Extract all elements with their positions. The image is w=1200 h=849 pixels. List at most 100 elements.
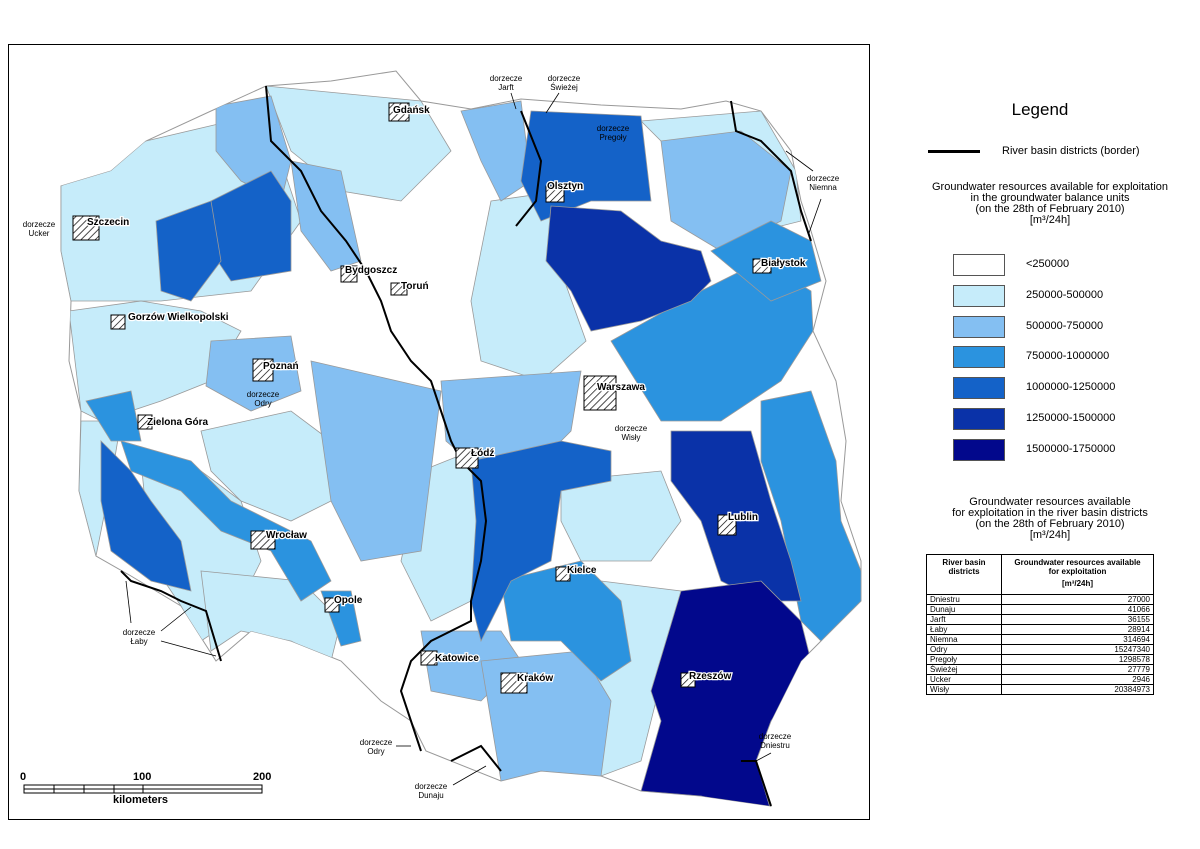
legend-class-row: 1000000-1250000 (953, 377, 1183, 399)
district-name: Dunaju (926, 604, 1002, 615)
districts-table-title: Groundwater resources available for expl… (905, 497, 1195, 541)
district-name: Jarft (926, 614, 1002, 625)
legend-class-row: 1500000-1750000 (953, 439, 1183, 461)
table-row: Łaby 28914 (926, 624, 1154, 635)
region-silesia-dark (120, 440, 332, 602)
region-kielce-light (560, 470, 682, 562)
table-row: Dniestru 27000 (926, 594, 1154, 605)
city-label-olsztyn: Olsztyn (547, 181, 583, 192)
district-value: 28914 (1001, 624, 1154, 635)
legend-swatch (953, 346, 1005, 368)
district-value: 15247340 (1001, 644, 1154, 655)
legend-class-row: 250000-500000 (953, 285, 1183, 307)
scale-tick-0: 0 (20, 771, 27, 783)
city-label-gorzow: Gorzów Wielkopolski (128, 312, 229, 323)
column-header-district: River basin districts (926, 554, 1002, 595)
city-area-warszawa (583, 375, 617, 411)
districts-title-line: (on the 28th of February 2010) (975, 518, 1125, 530)
city-area-gorzow (110, 314, 126, 330)
city-label-krakow: Kraków (517, 673, 553, 684)
legend-class-row: <250000 (953, 254, 1183, 276)
legend-swatch (953, 439, 1005, 461)
city-label-bialystok: Białystok (761, 258, 806, 269)
district-name: Dniestru (926, 594, 1002, 605)
basin-label-odry-lower: dorzecze Odry (360, 738, 393, 756)
table-row: Wisły 20384973 (926, 684, 1154, 695)
scale-bar: 0 100 200 kilometers (20, 771, 273, 811)
river-basin-border-south (120, 570, 502, 772)
region-podlasie-medium (660, 130, 792, 252)
basin-label-laby: dorzecze Łaby (123, 628, 156, 646)
units-title-line: in the groundwater balance units (970, 192, 1130, 204)
table-header-row: River basin districts Groundwater resour… (926, 554, 1154, 595)
table-row: Odry 15247340 (926, 644, 1154, 655)
city-label-kielce: Kielce (567, 565, 597, 576)
city-label-opole: Opole (334, 595, 363, 606)
city-area-lodz (455, 447, 479, 469)
border-label: River basin districts (border) (1002, 145, 1140, 157)
city-label-bydgoszcz: Bydgoszcz (345, 265, 397, 276)
city-label-katowice: Katowice (435, 653, 479, 664)
column-header-resources: Groundwater resources available for expl… (1001, 554, 1154, 595)
district-value: 1298578 (1001, 654, 1154, 665)
column-header-line: Groundwater resources available (1014, 558, 1141, 567)
district-value: 41066 (1001, 604, 1154, 615)
legend-class-row: 500000-750000 (953, 316, 1183, 338)
city-area-wroclaw (250, 530, 276, 550)
legend-class-label: 250000-500000 (1026, 289, 1104, 301)
map-frame: Gdańsk Olsztyn Szczecin Białystok Bydgos… (8, 44, 870, 820)
region-lubuskie-dark (85, 390, 142, 442)
district-name: Łaby (926, 624, 1002, 635)
pointer-dniestru (755, 752, 772, 762)
legend-swatch (953, 254, 1005, 276)
river-basin-border-east (730, 100, 812, 242)
scale-bar-graphic (23, 784, 263, 794)
district-value: 27000 (1001, 594, 1154, 605)
basin-label-jarft: dorzecze Jarft (490, 74, 523, 92)
city-area-rzeszow (680, 672, 696, 688)
city-area-krakow (500, 672, 528, 694)
region-mazury-vdeep (545, 205, 712, 332)
units-legend-title: Groundwater resources available for expl… (905, 182, 1195, 226)
river-basin-border-main (265, 85, 488, 752)
legend-class-label: 1250000-1500000 (1026, 412, 1116, 424)
units-title-line: [m³/24h] (1029, 214, 1071, 226)
basin-label-swiezej: dorzecze Świeżej (548, 74, 581, 92)
basin-labels: dorzecze Jarft dorzecze Świeżej dorzecze Pr… (23, 74, 840, 800)
pointer-swiezej (545, 92, 560, 114)
city-area-poznan (252, 358, 274, 382)
district-name: Niemna (926, 634, 1002, 645)
pointer-niemna-2 (808, 198, 822, 234)
city-label-wroclaw: Wrocław (266, 530, 307, 541)
border-line-symbol (928, 150, 980, 153)
district-value: 314694 (1001, 634, 1154, 645)
city-label-rzeszow: Rzeszów (689, 671, 731, 682)
scale-tick-200: 200 (253, 771, 272, 783)
city-markers (72, 102, 772, 694)
districts-title-line: Groundwater resources available (969, 496, 1131, 508)
district-value: 2946 (1001, 674, 1154, 685)
district-value: 36155 (1001, 614, 1154, 625)
district-name: Pregoły (926, 654, 1002, 665)
legend-class-label: 750000-1000000 (1026, 350, 1110, 362)
city-area-kielce (555, 566, 571, 582)
city-label-torun: Toruń (401, 281, 429, 292)
city-label-lublin: Lublin (728, 512, 758, 523)
region-warmia-medium (460, 100, 532, 202)
legend-class-label: 1500000-1750000 (1026, 443, 1116, 455)
legend-class-row: 1250000-1500000 (953, 408, 1183, 430)
district-name: Odry (926, 644, 1002, 655)
city-area-szczecin (72, 215, 100, 241)
region-lodz-deep (470, 440, 612, 643)
table-row: Jarft 36155 (926, 614, 1154, 625)
basin-label-dniestru: dorzecze Dniestru (759, 732, 792, 750)
city-label-warszawa: Warszawa (597, 382, 645, 393)
basin-label-odry-upper: dorzecze Odry (247, 390, 280, 408)
district-name: Ucker (926, 674, 1002, 685)
table-row: Ucker 2946 (926, 674, 1154, 685)
scale-unit-label: kilometers (113, 794, 169, 806)
legend-swatch (953, 316, 1005, 338)
city-area-bydgoszcz (340, 265, 358, 283)
districts-table: River basin districts Groundwater resour… (926, 554, 1154, 695)
pointer-jarft (510, 92, 517, 110)
